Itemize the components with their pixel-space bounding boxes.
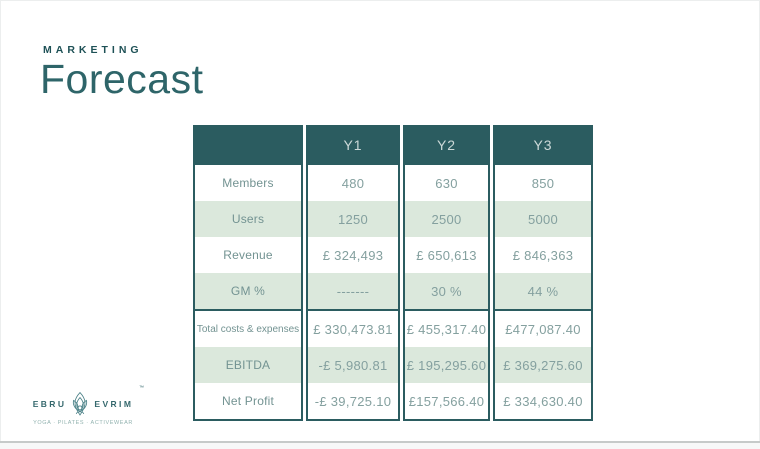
row-label-users: Users [195, 201, 301, 237]
table-column-labels: Members Users Revenue GM % Total costs &… [193, 125, 303, 421]
column-header-blank [195, 127, 301, 165]
column-header-y1: Y1 [308, 127, 398, 165]
table-cell: -£ 39,725.10 [308, 383, 398, 419]
row-label-net-profit: Net Profit [195, 383, 301, 419]
logo-wordmark: EBRU EVRIM ™ [26, 385, 144, 417]
table-column-y1: Y1 480 1250 £ 324,493 ------- £ 330,473.… [306, 125, 400, 421]
table-cell: -£ 5,980.81 [308, 347, 398, 383]
table-cell: £ 369,275.60 [495, 347, 591, 383]
table-cell: 630 [405, 165, 488, 201]
table-cell: £ 324,493 [308, 237, 398, 273]
table-cell: 480 [308, 165, 398, 201]
table-cell: 2500 [405, 201, 488, 237]
logo-text-ebru: EBRU [32, 399, 67, 409]
table-cell: £477,087.40 [495, 311, 591, 347]
table-cell: 850 [495, 165, 591, 201]
page-title: Forecast [40, 56, 204, 102]
row-label-ebitda: EBITDA [195, 347, 301, 383]
logo-tagline: YOGA · PILATES · ACTIVEWEAR [33, 420, 133, 426]
column-header-y2: Y2 [405, 127, 488, 165]
table-cell: £ 650,613 [405, 237, 488, 273]
forecast-table: Members Users Revenue GM % Total costs &… [193, 125, 593, 421]
row-label-total-costs: Total costs & expenses [195, 311, 301, 347]
row-label-members: Members [195, 165, 301, 201]
table-column-y2: Y2 630 2500 £ 650,613 30 % £ 455,317.40 … [403, 125, 490, 421]
table-cell: 30 % [405, 273, 488, 311]
table-cell: £ 334,630.40 [495, 383, 591, 419]
logo-text-evrim: EVRIM [94, 399, 134, 409]
slide-eyebrow: MARKETING [43, 44, 143, 56]
table-cell: ------- [308, 273, 398, 311]
below-slide-area [0, 443, 760, 449]
table-cell: £ 846,363 [495, 237, 591, 273]
trademark-symbol: ™ [139, 385, 144, 391]
table-cell: £ 455,317.40 [405, 311, 488, 347]
table-column-y3: Y3 850 5000 £ 846,363 44 % £477,087.40 £… [493, 125, 593, 421]
row-label-revenue: Revenue [195, 237, 301, 273]
table-cell: 44 % [495, 273, 591, 311]
lotus-logo-icon [73, 391, 88, 416]
table-cell: £157,566.40 [405, 383, 488, 419]
brand-logo: EBRU EVRIM ™ YOGA · PILATES · ACTIVEWEAR [26, 385, 144, 426]
table-cell: £ 195,295.60 [405, 347, 488, 383]
slide-edge-line [0, 441, 760, 443]
table-cell: 5000 [495, 201, 591, 237]
column-header-y3: Y3 [495, 127, 591, 165]
row-label-gm: GM % [195, 273, 301, 311]
table-cell: 1250 [308, 201, 398, 237]
table-cell: £ 330,473.81 [308, 311, 398, 347]
